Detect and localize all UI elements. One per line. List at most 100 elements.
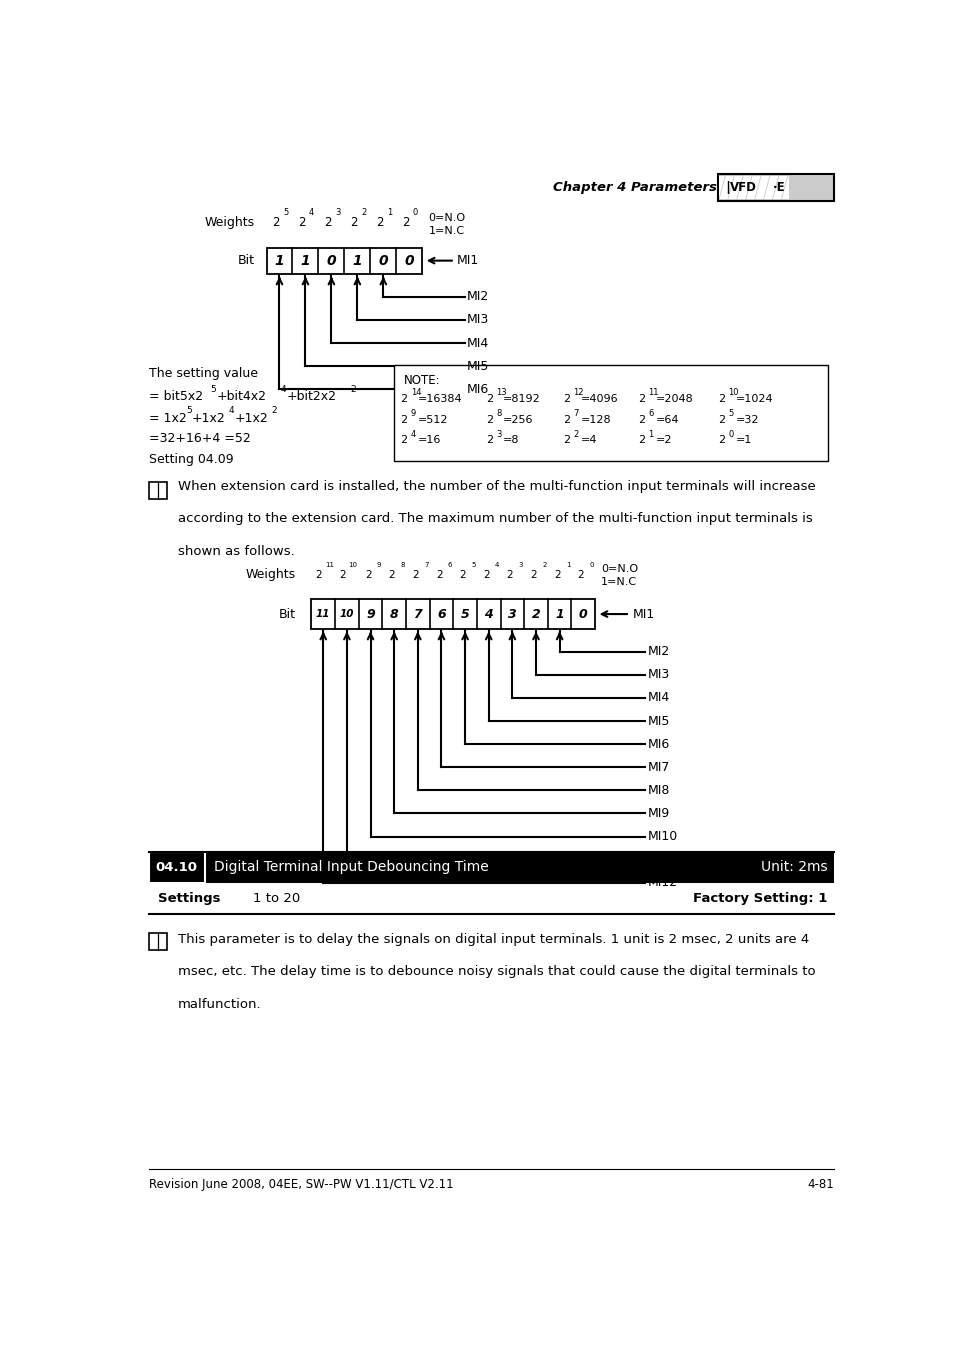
Text: MI5: MI5 [467,360,489,373]
Text: 0=N.O: 0=N.O [600,565,638,574]
Text: 2: 2 [562,415,570,425]
Text: 1: 1 [300,254,310,267]
Text: 2: 2 [436,570,442,579]
Text: 04.10: 04.10 [155,860,197,874]
Text: =32: =32 [735,415,758,425]
Text: Setting 04.09: Setting 04.09 [149,453,233,467]
Text: = 1x2: = 1x2 [149,411,186,425]
Bar [394,365,827,461]
Text: The setting value: The setting value [149,366,257,380]
Text: MI8: MI8 [647,784,669,797]
Text: =1: =1 [735,436,751,445]
Text: 5: 5 [728,410,733,418]
Text: 3: 3 [507,608,517,620]
Text: Weights: Weights [205,216,254,228]
Text: Revision June 2008, 04EE, SW--PW V1.11/CTL V2.11: Revision June 2008, 04EE, SW--PW V1.11/C… [149,1178,453,1191]
Text: =512: =512 [417,415,448,425]
Text: 0: 0 [578,608,587,620]
Text: 2: 2 [365,570,371,579]
Text: 2: 2 [718,436,724,445]
Text: malfunction.: malfunction. [178,997,261,1011]
Text: Bit: Bit [278,608,295,620]
Text: msec, etc. The delay time is to debounce noisy signals that could cause the digi: msec, etc. The delay time is to debounce… [178,965,815,978]
Text: 2: 2 [541,562,546,567]
Text: 0: 0 [326,254,335,267]
Bar [149,932,167,950]
Text: NOTE:: NOTE: [403,373,440,387]
Text: 2: 2 [562,436,570,445]
Text: 0: 0 [413,208,417,217]
Text: =4: =4 [579,436,597,445]
Text: shown as follows.: shown as follows. [178,544,294,558]
Text: 2: 2 [401,216,409,228]
Text: MI9: MI9 [647,807,669,820]
Bar [717,175,833,201]
Text: 11: 11 [325,562,334,567]
Text: Unit: 2ms: Unit: 2ms [760,860,827,874]
Text: MI3: MI3 [647,669,669,681]
Text: MI4: MI4 [467,337,489,350]
Text: Settings: Settings [158,892,220,905]
Text: 2: 2 [573,430,578,440]
Text: 9: 9 [376,562,381,567]
Text: 2: 2 [506,570,513,579]
Text: 3: 3 [496,430,500,440]
Text: MI7: MI7 [647,761,669,773]
Text: 0: 0 [589,562,594,567]
Text: 5: 5 [471,562,476,567]
Text: =1024: =1024 [735,394,772,404]
Text: 9: 9 [410,410,416,418]
Text: MI2: MI2 [467,290,489,304]
Text: 14: 14 [410,388,420,398]
Text: according to the extension card. The maximum number of the multi-function input : according to the extension card. The max… [178,513,812,525]
Text: 9: 9 [366,608,375,620]
Text: 1: 1 [565,562,570,567]
Text: When extension card is installed, the number of the multi-function input termina: When extension card is installed, the nu… [178,480,815,493]
Text: 2: 2 [350,384,355,394]
Bar [719,176,788,199]
Text: 2: 2 [459,570,466,579]
Text: MI6: MI6 [647,738,669,750]
Text: 7: 7 [413,608,422,620]
Text: 10: 10 [348,562,357,567]
Text: 4: 4 [495,562,499,567]
Text: 2: 2 [412,570,418,579]
Text: MI1: MI1 [456,254,479,267]
Text: = bit5x2: = bit5x2 [149,389,203,403]
Text: Weights: Weights [246,569,295,581]
Text: 2: 2 [638,415,645,425]
Bar [311,600,595,628]
Text: 2: 2 [482,570,489,579]
Text: 3: 3 [518,562,522,567]
Text: 2: 2 [323,216,331,228]
Text: 2: 2 [485,436,493,445]
Text: 4-81: 4-81 [806,1178,833,1191]
Text: 2: 2 [638,436,645,445]
Text: 7: 7 [573,410,578,418]
Text: 2: 2 [315,570,321,579]
Text: =4096: =4096 [579,394,618,404]
Text: 2: 2 [271,406,276,415]
Text: MI1: MI1 [632,608,654,620]
Text: 2: 2 [530,570,537,579]
Text: 5: 5 [186,406,192,415]
Text: MI4: MI4 [647,692,669,704]
Text: 6: 6 [648,410,653,418]
Text: +1x2: +1x2 [234,411,268,425]
Text: 2: 2 [554,570,560,579]
Text: 2: 2 [388,570,395,579]
Text: VFD: VFD [729,180,756,194]
Text: This parameter is to delay the signals on digital input terminals. 1 unit is 2 m: This parameter is to delay the signals o… [178,932,808,946]
Text: =256: =256 [502,415,533,425]
Text: =16: =16 [417,436,440,445]
Text: =64: =64 [655,415,679,425]
Text: =2048: =2048 [655,394,693,404]
Text: 2: 2 [297,216,305,228]
Text: 11: 11 [315,609,330,619]
Text: 7: 7 [424,562,428,567]
Text: 2: 2 [638,394,645,404]
Text: 8: 8 [496,410,500,418]
Text: ·E: ·E [773,180,785,194]
Text: 1: 1 [387,208,392,217]
Text: 1: 1 [555,608,563,620]
